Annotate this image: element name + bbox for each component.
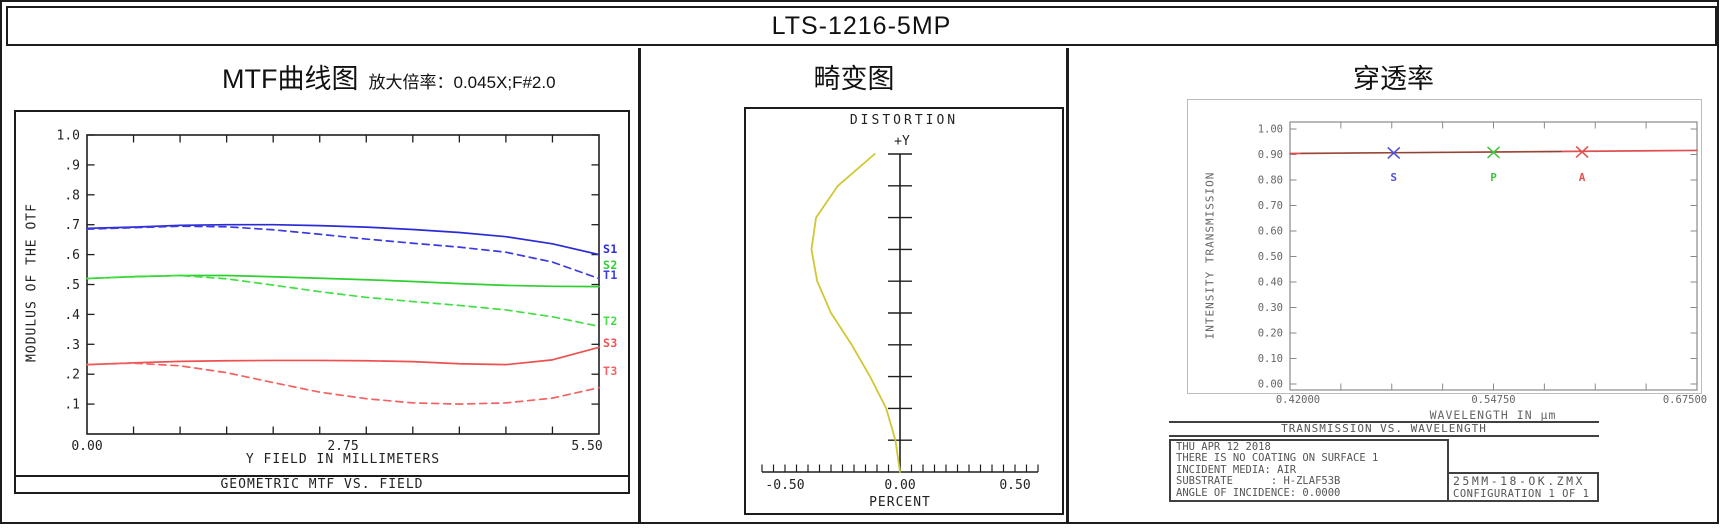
mtf-frame: GEOMETRIC MTF VS. FIELD <box>14 110 630 494</box>
svg-text:S: S <box>1390 171 1397 184</box>
distortion-chart-title: DISTORTION <box>849 113 959 128</box>
svg-text:.2: .2 <box>64 368 80 383</box>
svg-text:0.00: 0.00 <box>884 478 915 493</box>
svg-text:0.42000: 0.42000 <box>1276 394 1320 406</box>
svg-text:0.20: 0.20 <box>1258 328 1283 340</box>
report-title-box: LTS-1216-5MP <box>6 6 1717 46</box>
distortion-axis-annotation: +Y <box>894 134 910 149</box>
svg-text:.4: .4 <box>64 308 80 323</box>
svg-text:5.50: 5.50 <box>571 439 602 454</box>
svg-text:S3: S3 <box>603 336 618 350</box>
svg-text:T3: T3 <box>603 364 618 378</box>
panel-divider-left <box>638 48 641 522</box>
svg-text:A: A <box>1579 171 1586 184</box>
svg-text:T1: T1 <box>603 268 618 282</box>
svg-text:0.70: 0.70 <box>1258 200 1283 212</box>
transmission-y-axis-label: INTENSITY TRANSMISSION <box>1203 171 1217 340</box>
transmission-frame <box>1187 99 1702 394</box>
svg-text:1.00: 1.00 <box>1258 124 1283 136</box>
svg-text:.3: .3 <box>64 338 80 353</box>
svg-text:S1: S1 <box>603 242 618 256</box>
svg-text:S2: S2 <box>603 258 618 272</box>
svg-text:.9: .9 <box>64 158 80 173</box>
svg-text:.7: .7 <box>64 218 80 233</box>
zemax-file-box: 25MM-18-OK.ZMX CONFIGURATION 1 OF 1 <box>1447 472 1599 502</box>
svg-text:.1: .1 <box>64 398 80 413</box>
report-title: LTS-1216-5MP <box>771 11 952 40</box>
mtf-magnification-label: 放大倍率：0.045X;F#2.0 <box>368 73 556 92</box>
transmission-chart-caption: TRANSMISSION VS. WAVELENGTH <box>1169 421 1599 437</box>
svg-text:0.00: 0.00 <box>1258 379 1283 391</box>
distortion-panel-title: 畸变图 <box>813 64 895 94</box>
mtf-panel-title: MTF曲线图 放大倍率：0.045X;F#2.0 <box>222 57 556 96</box>
mtf-title-text: MTF曲线图 <box>222 64 359 94</box>
transmission-x-axis-label: WAVELENGTH IN µm <box>1429 408 1557 422</box>
distortion-frame <box>744 107 1064 515</box>
svg-text:-0.50: -0.50 <box>765 478 804 493</box>
svg-text:0.80: 0.80 <box>1258 175 1283 187</box>
svg-text:0.10: 0.10 <box>1258 353 1283 365</box>
svg-text:0.30: 0.30 <box>1258 302 1283 314</box>
panel-divider-right <box>1066 48 1069 522</box>
svg-text:1.0: 1.0 <box>57 129 80 144</box>
svg-text:2.75: 2.75 <box>327 439 358 454</box>
mtf-chart-caption: GEOMETRIC MTF VS. FIELD <box>16 475 628 492</box>
svg-text:0.40: 0.40 <box>1258 277 1283 289</box>
info-line-incidence: ANGLE OF INCIDENCE: 0.0000 <box>1176 486 1341 499</box>
svg-text:P: P <box>1490 171 1497 184</box>
info-line-media: INCIDENT MEDIA: AIR <box>1176 463 1297 476</box>
svg-text:0.54750: 0.54750 <box>1471 394 1515 406</box>
svg-text:0.00: 0.00 <box>71 439 102 454</box>
svg-text:.6: .6 <box>64 248 80 263</box>
info-line-coating: THERE IS NO COATING ON SURFACE 1 <box>1176 452 1379 465</box>
svg-text:0.50: 0.50 <box>999 478 1030 493</box>
transmission-plot: 1.00 0.90 0.80 0.70 0.60 0.50 0.40 0.30 0.20 0.10… <box>1258 121 1707 406</box>
svg-text:.5: .5 <box>64 278 80 293</box>
transmission-info-box: THU APR 12 2018 THERE IS NO COATING ON S… <box>1169 439 1449 502</box>
svg-text:T2: T2 <box>603 314 618 328</box>
zemax-filename: 25MM-18-OK.ZMX <box>1453 474 1585 488</box>
distortion-x-axis-label: PERCENT <box>869 495 931 510</box>
info-line-substrate: SUBSTRATE : H-ZLAF53B <box>1176 475 1341 488</box>
mtf-y-axis-label: MODULUS OF THE OTF <box>24 203 40 362</box>
svg-text:0.60: 0.60 <box>1258 226 1283 238</box>
svg-text:0.67500: 0.67500 <box>1663 394 1707 406</box>
svg-text:0.90: 0.90 <box>1258 149 1283 161</box>
svg-text:.8: .8 <box>64 188 80 203</box>
zemax-configuration: CONFIGURATION 1 OF 1 <box>1453 488 1590 500</box>
svg-text:0.50: 0.50 <box>1258 251 1283 263</box>
distortion-plot: -0.50 0.00 0.50 <box>761 153 1039 493</box>
mtf-x-axis-label: Y FIELD IN MILLIMETERS <box>245 452 441 467</box>
info-line-date: THU APR 12 2018 <box>1176 441 1271 453</box>
transmission-panel-title: 穿透率 <box>1353 64 1434 94</box>
